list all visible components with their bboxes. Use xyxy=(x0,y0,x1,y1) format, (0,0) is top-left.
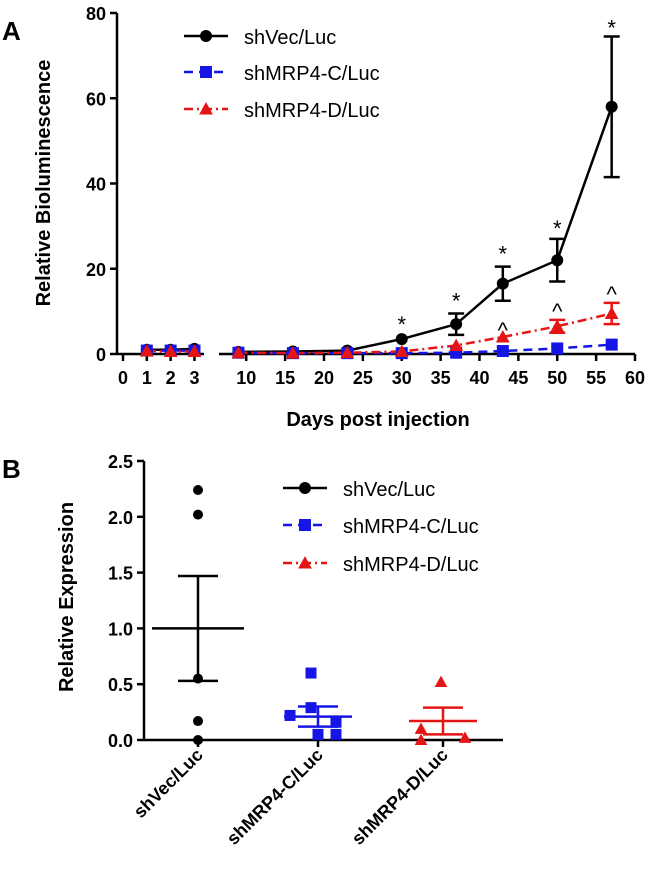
panel-b-legend-label: shMRP4-D/Luc xyxy=(343,554,479,576)
panel-b-ytick-label: 1.0 xyxy=(108,619,133,639)
panel-a-legend-marker xyxy=(200,66,212,78)
panel-a-xtick-label: 3 xyxy=(189,368,199,388)
panel-a-annotation: * xyxy=(553,216,562,241)
panel-a-ytick-label: 60 xyxy=(86,89,106,109)
panel-a-ytick-label: 80 xyxy=(86,4,106,24)
panel-a-annotation: ^ xyxy=(498,318,509,343)
panel-b-ytick-label: 0.0 xyxy=(108,731,133,751)
panel-b-category-label: shMRP4-D/Luc xyxy=(348,745,452,849)
panel-b-point xyxy=(193,735,203,745)
panel-a-point xyxy=(605,100,618,113)
panel-a-annotation: * xyxy=(607,16,616,41)
panel-b-legend-marker xyxy=(299,519,311,531)
panel-a-point xyxy=(340,345,355,359)
panel-a-annotation: ^ xyxy=(552,299,563,324)
panel-a-xtick-label: 2 xyxy=(166,368,176,388)
panel-a-xtick-label: 60 xyxy=(625,368,645,388)
panel-a-legend-marker xyxy=(200,30,212,42)
panel-b-ytick-label: 0.5 xyxy=(108,675,133,695)
panel-b-point xyxy=(193,509,203,520)
panel-a-point xyxy=(496,277,509,290)
panel-a-xtick-label: 50 xyxy=(547,368,567,388)
panel-b-point xyxy=(284,709,296,721)
panel-a-point xyxy=(605,338,618,351)
panel-b-category-label: shVec/Luc xyxy=(130,745,207,822)
panel-a-legend-marker xyxy=(199,102,213,115)
panel-b-ylabel: Relative Expression xyxy=(56,502,78,692)
panel-a-legend-label: shMRP4-D/Luc xyxy=(244,100,380,122)
panel-a-xtick-label: 30 xyxy=(392,368,412,388)
panel-a-legend-label: shMRP4-C/Luc xyxy=(244,63,380,85)
panel-a-point xyxy=(139,344,154,357)
panel-b-point xyxy=(312,728,324,740)
panel-a-point xyxy=(551,342,564,355)
panel-a-ytick-label: 20 xyxy=(86,260,106,280)
panel-a-legend-label: shVec/Luc xyxy=(244,27,336,49)
panel-a-ylabel: Relative Bioluminescence xyxy=(33,60,55,307)
panel-a-point xyxy=(550,319,565,332)
panel-b-point xyxy=(193,485,203,496)
panel-b-legend-label: shMRP4-C/Luc xyxy=(343,516,479,538)
panel-a-xtick-label: 45 xyxy=(508,368,528,388)
panel-b-ytick-label: 2.0 xyxy=(108,508,133,528)
panel-b-point xyxy=(434,675,448,688)
panel-b-point xyxy=(193,716,203,727)
panel-a-point xyxy=(395,333,408,346)
panel-a-point xyxy=(163,344,178,357)
panel-a-xlabel: Days post injection xyxy=(286,409,469,431)
panel-b: B Relative Expression 0.0 0.5 1.0 1.5 2.0 2.5… xyxy=(2,452,503,849)
panel-a-point xyxy=(604,306,619,320)
panel-b-point xyxy=(193,673,203,684)
panel-a-point xyxy=(231,345,246,359)
panel-a-xtick-label: 40 xyxy=(469,368,489,388)
panel-b-point xyxy=(458,731,472,743)
panel-a-point xyxy=(450,318,463,331)
panel-a-xtick-label: 1 xyxy=(142,368,152,388)
panel-a-xtick-label: 20 xyxy=(314,368,334,388)
panel-a-point xyxy=(394,344,409,357)
panel-b-ytick-label: 1.5 xyxy=(108,564,133,584)
panel-a-annotation: * xyxy=(452,288,461,313)
panel-b-point xyxy=(330,716,342,728)
panel-a-point xyxy=(449,338,464,351)
panel-b-legend-label: shVec/Luc xyxy=(343,479,435,501)
panel-a-point xyxy=(285,346,300,359)
panel-a-ytick-label: 0 xyxy=(96,345,106,365)
panel-a-xtick-label: 25 xyxy=(353,368,373,388)
panel-a-xtick-label: 0 xyxy=(118,368,128,388)
panel-b-point xyxy=(305,667,317,679)
panel-a-label: A xyxy=(2,16,21,46)
panel-a-annotation: * xyxy=(397,312,406,337)
panel-b-ytick-label: 2.5 xyxy=(108,452,133,472)
panel-a-ytick-label: 40 xyxy=(86,175,106,195)
panel-b-label: B xyxy=(2,454,21,484)
panel-a-xtick-label: 55 xyxy=(586,368,606,388)
panel-b-legend-marker xyxy=(299,482,311,494)
panel-a-point xyxy=(496,345,509,358)
panel-a-xtick-label: 10 xyxy=(236,368,256,388)
panel-a-series-line xyxy=(238,312,612,355)
panel-b-legend-marker xyxy=(298,556,312,569)
panel-b-point xyxy=(414,733,428,746)
panel-a: A Relative Bioluminescence Days post inj… xyxy=(2,4,645,431)
panel-b-category-label: shMRP4-C/Luc xyxy=(223,745,327,849)
panel-a-series-line xyxy=(238,106,613,354)
panel-a-point xyxy=(551,254,564,267)
panel-a-annotation: ^ xyxy=(607,282,618,307)
panel-a-annotation: * xyxy=(499,241,508,266)
panel-b-point xyxy=(414,722,428,734)
panel-b-point xyxy=(330,728,342,740)
panel-a-xtick-label: 15 xyxy=(275,368,295,388)
panel-a-xtick-label: 35 xyxy=(431,368,451,388)
panel-a-point xyxy=(187,344,202,357)
panel-b-point xyxy=(305,702,317,714)
panel-a-point xyxy=(495,330,510,343)
